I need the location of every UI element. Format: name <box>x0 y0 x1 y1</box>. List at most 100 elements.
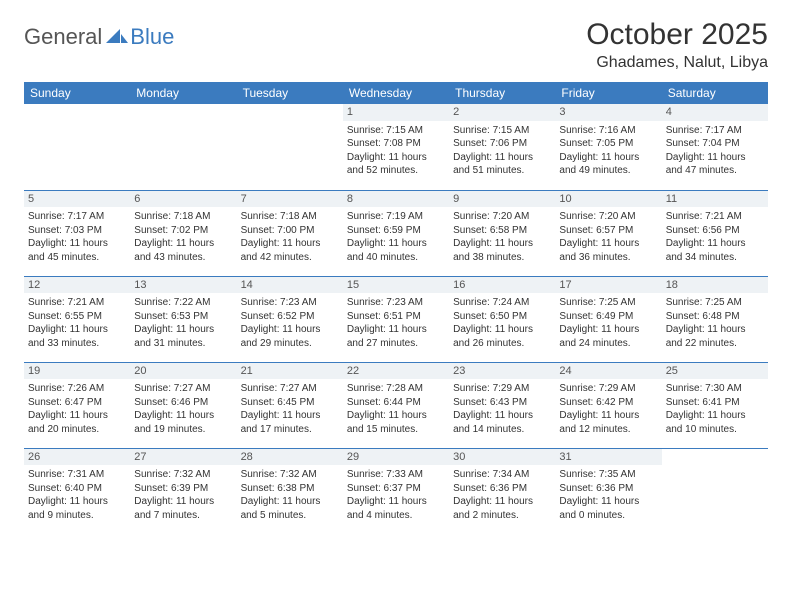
calendar-day-cell <box>662 448 768 534</box>
calendar-week-row: 12Sunrise: 7:21 AMSunset: 6:55 PMDayligh… <box>24 276 768 362</box>
sunset-text: Sunset: 6:40 PM <box>28 482 126 496</box>
sunset-text: Sunset: 6:52 PM <box>241 310 339 324</box>
sunrise-text: Sunrise: 7:20 AM <box>453 210 551 224</box>
day-number: 9 <box>449 191 555 208</box>
sunrise-text: Sunrise: 7:18 AM <box>134 210 232 224</box>
day-number: 27 <box>130 449 236 466</box>
daylight-text: Daylight: 11 hours and 14 minutes. <box>453 409 551 436</box>
sunset-text: Sunset: 7:08 PM <box>347 137 445 151</box>
calendar-week-row: 5Sunrise: 7:17 AMSunset: 7:03 PMDaylight… <box>24 190 768 276</box>
calendar-day-cell: 13Sunrise: 7:22 AMSunset: 6:53 PMDayligh… <box>130 276 236 362</box>
day-number: 19 <box>24 363 130 380</box>
sunrise-text: Sunrise: 7:16 AM <box>559 124 657 138</box>
day-number: 30 <box>449 449 555 466</box>
day-number: 23 <box>449 363 555 380</box>
calendar-day-cell: 30 Sunrise: 7:34 AMSunset: 6:36 PMDayligh… <box>449 448 555 534</box>
daylight-text: Daylight: 11 hours and 15 minutes. <box>347 409 445 436</box>
sunset-text: Sunset: 7:04 PM <box>666 137 764 151</box>
sunrise-text: Sunrise: 7:25 AM <box>559 296 657 310</box>
calendar-day-cell: 21Sunrise: 7:27 AMSunset: 6:45 PMDayligh… <box>237 362 343 448</box>
calendar-day-cell: 1Sunrise: 7:15 AMSunset: 7:08 PMDaylight… <box>343 104 449 190</box>
calendar-day-cell: 15 Sunrise: 7:23 AMSunset: 6:51 PMDayligh… <box>343 276 449 362</box>
header: General Blue October 2025 Ghadames, Nalu… <box>24 18 768 72</box>
calendar-day-cell: 7Sunrise: 7:18 AMSunset: 7:00 PMDaylight… <box>237 190 343 276</box>
day-number: 28 <box>237 449 343 466</box>
calendar-day-cell: 24Sunrise: 7:29 AMSunset: 6:42 PMDayligh… <box>555 362 661 448</box>
calendar-day-cell: 23Sunrise: 7:29 AMSunset: 6:43 PMDayligh… <box>449 362 555 448</box>
weekday-header: Saturday <box>662 82 768 104</box>
sunset-text: Sunset: 6:47 PM <box>28 396 126 410</box>
day-number: 22 <box>343 363 449 380</box>
sunrise-text: Sunrise: 7:15 AM <box>347 124 445 138</box>
sunrise-text: Sunrise: 7:22 AM <box>134 296 232 310</box>
sunrise-text: Sunrise: 7:30 AM <box>666 382 764 396</box>
day-number: 20 <box>130 363 236 380</box>
day-number: 29 <box>343 449 449 466</box>
sunrise-text: Sunrise: 7:34 AM <box>453 468 551 482</box>
day-number: 17 <box>555 277 661 294</box>
sunrise-text: Sunrise: 7:18 AM <box>241 210 339 224</box>
day-number: 15 <box>343 277 449 294</box>
sunrise-text: Sunrise: 7:29 AM <box>559 382 657 396</box>
sunrise-text: Sunrise: 7:27 AM <box>134 382 232 396</box>
daylight-text: Daylight: 11 hours and 27 minutes. <box>347 323 445 350</box>
calendar-day-cell: 2Sunrise: 7:15 AMSunset: 7:06 PMDaylight… <box>449 104 555 190</box>
sunrise-text: Sunrise: 7:23 AM <box>347 296 445 310</box>
sunrise-text: Sunrise: 7:31 AM <box>28 468 126 482</box>
calendar-day-cell: 3Sunrise: 7:16 AMSunset: 7:05 PMDaylight… <box>555 104 661 190</box>
calendar-table: Sunday Monday Tuesday Wednesday Thursday… <box>24 82 768 534</box>
sunrise-text: Sunrise: 7:27 AM <box>241 382 339 396</box>
daylight-text: Daylight: 11 hours and 47 minutes. <box>666 151 764 178</box>
sunset-text: Sunset: 6:46 PM <box>134 396 232 410</box>
sunset-text: Sunset: 6:51 PM <box>347 310 445 324</box>
day-number: 1 <box>343 104 449 121</box>
calendar-day-cell: 20Sunrise: 7:27 AMSunset: 6:46 PMDayligh… <box>130 362 236 448</box>
sunset-text: Sunset: 6:53 PM <box>134 310 232 324</box>
daylight-text: Daylight: 11 hours and 43 minutes. <box>134 237 232 264</box>
daylight-text: Daylight: 11 hours and 26 minutes. <box>453 323 551 350</box>
daylight-text: Daylight: 11 hours and 36 minutes. <box>559 237 657 264</box>
sunrise-text: Sunrise: 7:17 AM <box>666 124 764 138</box>
sunset-text: Sunset: 6:57 PM <box>559 224 657 238</box>
logo-text-general: General <box>24 24 102 50</box>
daylight-text: Daylight: 11 hours and 42 minutes. <box>241 237 339 264</box>
sunrise-text: Sunrise: 7:24 AM <box>453 296 551 310</box>
day-number: 3 <box>555 104 661 121</box>
daylight-text: Daylight: 11 hours and 2 minutes. <box>453 495 551 522</box>
sunrise-text: Sunrise: 7:17 AM <box>28 210 126 224</box>
daylight-text: Daylight: 11 hours and 45 minutes. <box>28 237 126 264</box>
daylight-text: Daylight: 11 hours and 4 minutes. <box>347 495 445 522</box>
calendar-day-cell: 31Sunrise: 7:35 AMSunset: 6:36 PMDayligh… <box>555 448 661 534</box>
day-number: 14 <box>237 277 343 294</box>
sunrise-text: Sunrise: 7:32 AM <box>134 468 232 482</box>
sunset-text: Sunset: 6:49 PM <box>559 310 657 324</box>
calendar-day-cell: 5Sunrise: 7:17 AMSunset: 7:03 PMDaylight… <box>24 190 130 276</box>
calendar-day-cell: 25Sunrise: 7:30 AMSunset: 6:41 PMDayligh… <box>662 362 768 448</box>
sunset-text: Sunset: 6:37 PM <box>347 482 445 496</box>
daylight-text: Daylight: 11 hours and 29 minutes. <box>241 323 339 350</box>
sunset-text: Sunset: 6:36 PM <box>453 482 551 496</box>
sunset-text: Sunset: 7:02 PM <box>134 224 232 238</box>
day-number: 6 <box>130 191 236 208</box>
calendar-day-cell: 6 Sunrise: 7:18 AMSunset: 7:02 PMDaylight… <box>130 190 236 276</box>
daylight-text: Daylight: 11 hours and 7 minutes. <box>134 495 232 522</box>
sunset-text: Sunset: 6:39 PM <box>134 482 232 496</box>
daylight-text: Daylight: 11 hours and 40 minutes. <box>347 237 445 264</box>
calendar-day-cell: 26Sunrise: 7:31 AMSunset: 6:40 PMDayligh… <box>24 448 130 534</box>
daylight-text: Daylight: 11 hours and 5 minutes. <box>241 495 339 522</box>
calendar-day-cell: 4Sunrise: 7:17 AMSunset: 7:04 PMDaylight… <box>662 104 768 190</box>
calendar-header-row: Sunday Monday Tuesday Wednesday Thursday… <box>24 82 768 104</box>
daylight-text: Daylight: 11 hours and 34 minutes. <box>666 237 764 264</box>
day-number: 8 <box>343 191 449 208</box>
sunset-text: Sunset: 6:56 PM <box>666 224 764 238</box>
calendar-day-cell <box>237 104 343 190</box>
calendar-day-cell: 11Sunrise: 7:21 AMSunset: 6:56 PMDayligh… <box>662 190 768 276</box>
day-number: 13 <box>130 277 236 294</box>
sunset-text: Sunset: 7:06 PM <box>453 137 551 151</box>
day-number: 21 <box>237 363 343 380</box>
calendar-day-cell: 8Sunrise: 7:19 AMSunset: 6:59 PMDaylight… <box>343 190 449 276</box>
sunrise-text: Sunrise: 7:28 AM <box>347 382 445 396</box>
daylight-text: Daylight: 11 hours and 9 minutes. <box>28 495 126 522</box>
sunset-text: Sunset: 6:38 PM <box>241 482 339 496</box>
day-number <box>130 104 236 106</box>
